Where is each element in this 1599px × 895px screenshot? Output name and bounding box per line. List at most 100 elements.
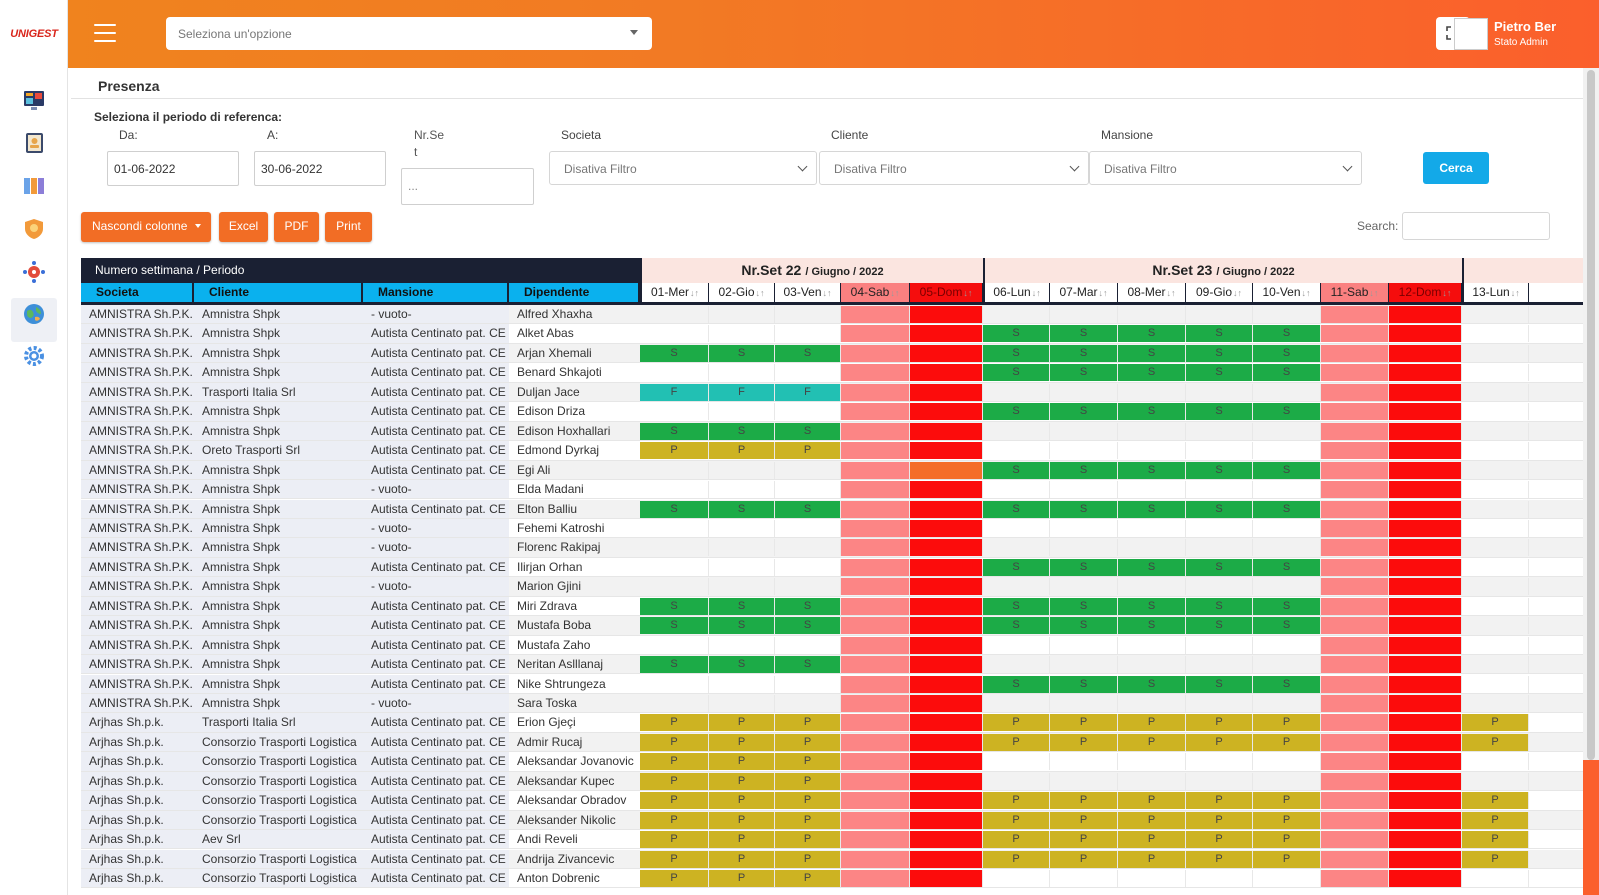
day-cell[interactable]	[709, 461, 775, 479]
cliente-select[interactable]: Disativa Filtro	[819, 151, 1089, 185]
day-cell[interactable]: S	[1253, 500, 1321, 518]
day-cell[interactable]	[709, 578, 775, 596]
day-cell[interactable]: P	[1253, 811, 1321, 829]
day-cell[interactable]	[841, 500, 910, 518]
day-cell[interactable]: S	[775, 617, 841, 635]
day-cell[interactable]	[1186, 695, 1253, 712]
day-cell[interactable]	[1389, 403, 1462, 421]
day-cell[interactable]	[1321, 733, 1389, 751]
day-cell[interactable]	[910, 870, 983, 887]
table-row[interactable]: AMNISTRA Sh.P.K. Amnistra Shpk - vuoto- Eld…	[81, 480, 1583, 500]
table-row[interactable]: Arjhas Sh.p.k. Consorzio Trasporti Logist…	[81, 752, 1583, 772]
day-cell[interactable]	[1186, 442, 1253, 460]
day-cell[interactable]	[841, 811, 910, 829]
day-cell[interactable]: S	[1253, 597, 1321, 615]
day-cell[interactable]	[1118, 578, 1186, 596]
day-cell[interactable]	[775, 539, 841, 557]
day-header[interactable]: 02-Gio↓↑	[709, 283, 775, 302]
day-cell[interactable]	[1389, 325, 1462, 343]
day-cell[interactable]: P	[775, 772, 841, 790]
day-cell[interactable]	[775, 364, 841, 382]
day-cell[interactable]: P	[709, 792, 775, 810]
day-cell[interactable]: S	[640, 617, 709, 635]
day-cell[interactable]	[1253, 481, 1321, 498]
day-cell[interactable]	[1186, 636, 1253, 654]
table-row[interactable]: AMNISTRA Sh.P.K. Amnistra Shpk - vuoto- Flo…	[81, 538, 1583, 558]
day-cell[interactable]: S	[1118, 364, 1186, 382]
day-cell[interactable]: S	[640, 422, 709, 440]
sort-icon[interactable]: ↓↑	[1031, 288, 1041, 298]
day-cell[interactable]: S	[1186, 617, 1253, 635]
day-cell[interactable]	[1321, 811, 1389, 829]
day-cell[interactable]: S	[1253, 344, 1321, 362]
day-cell[interactable]	[1389, 811, 1462, 829]
day-cell[interactable]	[983, 306, 1050, 323]
day-cell[interactable]	[1389, 344, 1462, 362]
day-cell[interactable]	[1321, 578, 1389, 596]
day-cell[interactable]	[910, 695, 983, 712]
day-cell[interactable]	[1389, 753, 1462, 771]
table-row[interactable]: AMNISTRA Sh.P.K. Amnistra Shpk Autista Cen…	[81, 655, 1583, 675]
day-cell[interactable]	[1050, 695, 1118, 712]
day-cell[interactable]	[640, 636, 709, 654]
day-cell[interactable]: P	[709, 753, 775, 771]
day-cell[interactable]: P	[775, 442, 841, 460]
day-cell[interactable]: S	[640, 500, 709, 518]
day-cell[interactable]	[1050, 870, 1118, 887]
mansione-select[interactable]: Disativa Filtro	[1089, 151, 1362, 185]
day-cell[interactable]: S	[983, 344, 1050, 362]
day-cell[interactable]	[983, 753, 1050, 771]
day-cell[interactable]: P	[983, 811, 1050, 829]
day-cell[interactable]	[1462, 753, 1529, 771]
day-header[interactable]: 04-Sab↓↑	[841, 283, 910, 302]
table-row[interactable]: AMNISTRA Sh.P.K. Amnistra Shpk Autista Cen…	[81, 324, 1583, 344]
day-cell[interactable]: S	[1186, 461, 1253, 479]
day-cell[interactable]	[1253, 442, 1321, 460]
day-cell[interactable]	[640, 461, 709, 479]
day-cell[interactable]	[1389, 558, 1462, 576]
day-cell[interactable]	[910, 636, 983, 654]
day-cell[interactable]	[983, 481, 1050, 498]
day-cell[interactable]	[841, 831, 910, 849]
day-header[interactable]: 05-Dom↓↑	[910, 283, 983, 302]
day-cell[interactable]	[1050, 519, 1118, 537]
day-cell[interactable]: P	[983, 714, 1050, 732]
day-cell[interactable]	[1321, 792, 1389, 810]
day-cell[interactable]	[1186, 383, 1253, 401]
day-cell[interactable]	[1389, 695, 1462, 712]
day-cell[interactable]: S	[1118, 403, 1186, 421]
day-cell[interactable]	[1389, 578, 1462, 596]
top-select[interactable]: Seleziona un'opzione	[166, 17, 652, 50]
day-cell[interactable]	[910, 325, 983, 343]
day-header[interactable]: 10-Ven↓↑	[1253, 283, 1321, 302]
day-cell[interactable]	[841, 442, 910, 460]
day-cell[interactable]: P	[775, 753, 841, 771]
day-cell[interactable]	[841, 325, 910, 343]
day-cell[interactable]	[1321, 344, 1389, 362]
day-cell[interactable]	[1253, 695, 1321, 712]
day-cell[interactable]: P	[1253, 850, 1321, 868]
day-cell[interactable]	[910, 403, 983, 421]
day-cell[interactable]	[1389, 870, 1462, 887]
day-cell[interactable]	[1389, 481, 1462, 498]
day-cell[interactable]: S	[1118, 325, 1186, 343]
day-cell[interactable]: S	[1050, 364, 1118, 382]
from-date-input[interactable]: 01-06-2022	[107, 151, 239, 186]
day-cell[interactable]	[841, 753, 910, 771]
day-cell[interactable]	[910, 831, 983, 849]
day-cell[interactable]	[1321, 675, 1389, 693]
day-cell[interactable]	[841, 481, 910, 498]
day-cell[interactable]	[1186, 870, 1253, 887]
day-cell[interactable]	[775, 306, 841, 323]
day-cell[interactable]	[640, 306, 709, 323]
day-cell[interactable]: S	[983, 403, 1050, 421]
day-cell[interactable]: P	[640, 714, 709, 732]
day-cell[interactable]	[841, 344, 910, 362]
day-cell[interactable]	[983, 519, 1050, 537]
day-cell[interactable]: S	[983, 597, 1050, 615]
day-cell[interactable]	[1389, 539, 1462, 557]
day-cell[interactable]	[1462, 364, 1529, 382]
sort-icon[interactable]: ↓↑	[690, 288, 699, 298]
day-cell[interactable]	[1462, 870, 1529, 887]
day-cell[interactable]: F	[775, 383, 841, 401]
